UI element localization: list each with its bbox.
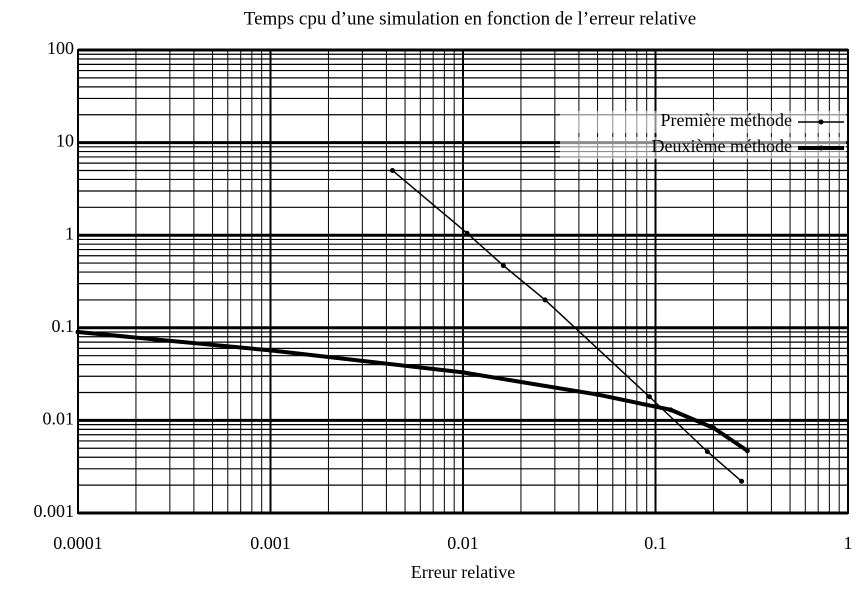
legend-bg (560, 111, 846, 133)
y-tick-label: 100 (47, 38, 74, 58)
y-tick-label: 0.01 (43, 409, 75, 429)
x-tick-label: 0.1 (644, 533, 667, 553)
x-tick-label: 1 (844, 533, 853, 553)
point (389, 167, 395, 173)
x-tick-label: 0.001 (250, 533, 291, 553)
point (595, 392, 601, 398)
point (739, 478, 745, 484)
y-tick-label: 0.1 (52, 316, 75, 336)
y-tick-label: 0.001 (34, 501, 75, 521)
x-tick-label: 0.01 (447, 533, 479, 553)
legend-bg (560, 137, 846, 159)
point (75, 329, 81, 335)
point (704, 449, 710, 455)
plot-frame (77, 49, 849, 514)
point (646, 394, 652, 400)
legend-marker (818, 119, 824, 125)
point (268, 347, 273, 353)
legend-label: Deuxième méthode (652, 136, 792, 156)
chart-title: Temps cpu d’une simulation en fonction d… (244, 8, 696, 29)
legend-marker (818, 145, 824, 151)
point (710, 425, 716, 431)
point (500, 263, 506, 269)
y-tick-label: 10 (56, 131, 74, 151)
point (460, 369, 466, 375)
point (668, 407, 674, 413)
legend-label: Première méthode (661, 110, 792, 130)
x-axis-label: Erreur relative (411, 562, 515, 582)
point (464, 230, 470, 236)
x-tick-label: 0.0001 (53, 533, 103, 553)
point (744, 448, 750, 454)
y-tick-label: 1 (65, 223, 74, 243)
point (542, 297, 548, 303)
